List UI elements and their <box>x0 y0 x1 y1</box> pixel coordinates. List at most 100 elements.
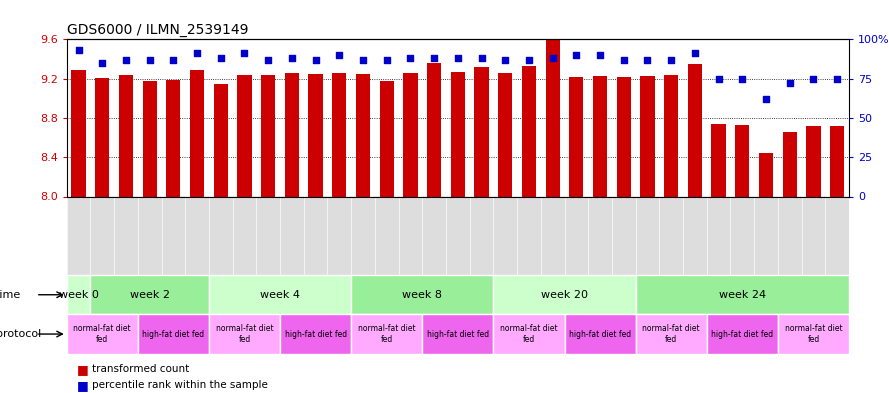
Bar <box>451 72 465 196</box>
Bar <box>475 67 489 196</box>
Bar <box>332 73 347 196</box>
Point <box>284 55 299 61</box>
Bar <box>546 40 560 196</box>
Point <box>711 75 725 82</box>
Bar <box>498 73 512 196</box>
Text: week 2: week 2 <box>130 290 170 300</box>
Bar <box>711 124 725 196</box>
Bar <box>806 126 821 196</box>
Bar <box>237 75 252 196</box>
Point <box>95 60 109 66</box>
Bar <box>688 64 702 196</box>
Point <box>237 50 252 57</box>
Bar <box>380 81 394 196</box>
Bar <box>830 126 845 196</box>
Text: time: time <box>0 290 20 300</box>
Point <box>71 47 85 53</box>
Point <box>332 52 347 58</box>
Text: protocol: protocol <box>0 329 41 339</box>
Bar <box>522 66 536 196</box>
Bar <box>759 153 773 196</box>
Point <box>664 57 678 63</box>
Point <box>546 55 560 61</box>
Point <box>782 80 797 86</box>
Bar <box>565 314 636 354</box>
Bar <box>593 75 607 196</box>
Point <box>356 57 370 63</box>
Bar <box>493 314 565 354</box>
Bar <box>422 314 493 354</box>
Text: transformed count: transformed count <box>92 364 188 375</box>
Bar <box>782 132 797 196</box>
Point <box>308 57 323 63</box>
Bar <box>569 77 583 196</box>
Point <box>213 55 228 61</box>
Bar <box>67 275 91 314</box>
Text: ■: ■ <box>76 363 89 376</box>
Bar <box>209 275 351 314</box>
Point <box>475 55 489 61</box>
Bar <box>280 314 351 354</box>
Text: ■: ■ <box>76 378 89 392</box>
Bar <box>617 77 631 196</box>
Text: normal-fat diet
fed: normal-fat diet fed <box>785 324 842 344</box>
Bar <box>735 125 749 196</box>
Text: week 24: week 24 <box>718 290 766 300</box>
Bar <box>284 73 299 196</box>
Point <box>261 57 276 63</box>
Text: high-fat diet fed: high-fat diet fed <box>569 330 631 338</box>
Text: high-fat diet fed: high-fat diet fed <box>711 330 773 338</box>
Text: normal-fat diet
fed: normal-fat diet fed <box>643 324 700 344</box>
Bar <box>351 314 422 354</box>
Text: high-fat diet fed: high-fat diet fed <box>142 330 204 338</box>
Text: GDS6000 / ILMN_2539149: GDS6000 / ILMN_2539149 <box>67 23 248 37</box>
Bar <box>95 77 109 196</box>
Point <box>404 55 418 61</box>
Bar <box>91 275 209 314</box>
Bar <box>404 73 418 196</box>
Point <box>569 52 583 58</box>
Bar <box>213 83 228 196</box>
Point <box>119 57 133 63</box>
Point <box>522 57 536 63</box>
Bar <box>636 275 849 314</box>
Text: normal-fat diet
fed: normal-fat diet fed <box>74 324 131 344</box>
Bar <box>636 314 707 354</box>
Bar <box>707 314 778 354</box>
Text: percentile rank within the sample: percentile rank within the sample <box>92 380 268 390</box>
Bar <box>71 70 85 196</box>
Bar <box>778 314 849 354</box>
Bar <box>142 81 156 196</box>
Point <box>688 50 702 57</box>
Text: normal-fat diet
fed: normal-fat diet fed <box>501 324 557 344</box>
Bar <box>119 75 133 196</box>
Point <box>640 57 654 63</box>
Point <box>617 57 631 63</box>
Point <box>735 75 749 82</box>
Bar <box>664 75 678 196</box>
Point <box>142 57 156 63</box>
Text: week 20: week 20 <box>541 290 588 300</box>
Bar <box>261 75 276 196</box>
Bar <box>427 63 441 196</box>
Text: week 0: week 0 <box>59 290 99 300</box>
Bar <box>190 70 204 196</box>
Text: week 8: week 8 <box>403 290 442 300</box>
Point <box>380 57 394 63</box>
Point <box>427 55 441 61</box>
Point <box>451 55 465 61</box>
Text: high-fat diet fed: high-fat diet fed <box>427 330 489 338</box>
Bar <box>493 275 636 314</box>
Point <box>830 75 845 82</box>
Bar <box>138 314 209 354</box>
Text: normal-fat diet
fed: normal-fat diet fed <box>216 324 273 344</box>
Text: week 4: week 4 <box>260 290 300 300</box>
Bar <box>166 79 180 196</box>
Point <box>190 50 204 57</box>
Bar <box>640 75 654 196</box>
Bar <box>308 73 323 196</box>
Point <box>166 57 180 63</box>
Point <box>498 57 512 63</box>
Point <box>593 52 607 58</box>
Point <box>806 75 821 82</box>
